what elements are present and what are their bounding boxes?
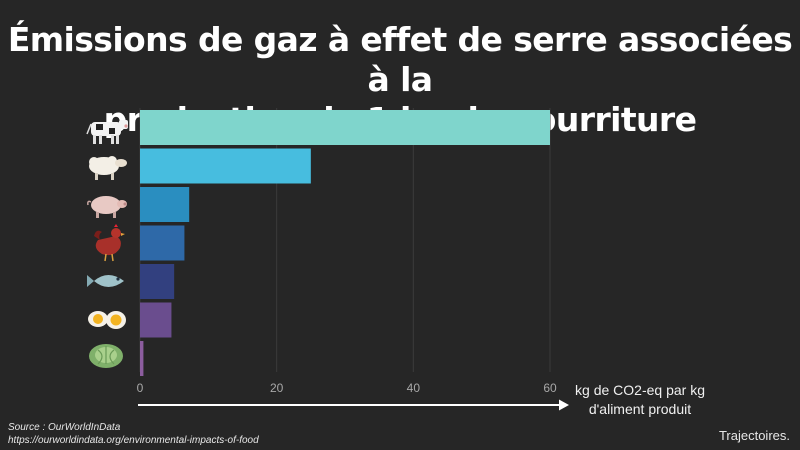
x-axis-arrow-head	[559, 399, 569, 411]
egg-icon	[86, 305, 130, 338]
sheep-icon	[84, 151, 132, 188]
x-tick-label: 0	[137, 381, 144, 395]
bar-pig	[140, 187, 190, 222]
bar-sheep	[140, 148, 311, 184]
bar-egg	[140, 302, 172, 338]
x-tick-label: 20	[270, 381, 284, 395]
bar-chicken	[140, 225, 185, 261]
pig-icon	[84, 190, 132, 227]
bar-cabbage	[140, 341, 144, 376]
x-tick-label: 60	[543, 381, 557, 395]
x-tick-label: 40	[407, 381, 421, 395]
bar-fish	[140, 264, 175, 299]
title-line-1: Émissions de gaz à effet de serre associ…	[7, 20, 793, 99]
source-note: Source : OurWorldInData https://ourworld…	[8, 421, 259, 447]
brand-logo: Trajectoires.	[718, 428, 790, 443]
x-axis-label-line-1: kg de CO2-eq par kg	[575, 382, 705, 398]
cabbage-icon	[86, 340, 126, 375]
x-axis-label: kg de CO2-eq par kg d'aliment produit	[560, 381, 720, 419]
fish-icon	[86, 270, 130, 297]
cow-icon	[84, 114, 132, 151]
bar-cow	[140, 110, 550, 145]
x-axis-label-line-2: d'aliment produit	[588, 401, 692, 417]
source-label: Source : OurWorldInData	[8, 422, 121, 433]
chicken-icon	[88, 224, 128, 267]
source-url: https://ourworldindata.org/environmental…	[8, 435, 259, 446]
